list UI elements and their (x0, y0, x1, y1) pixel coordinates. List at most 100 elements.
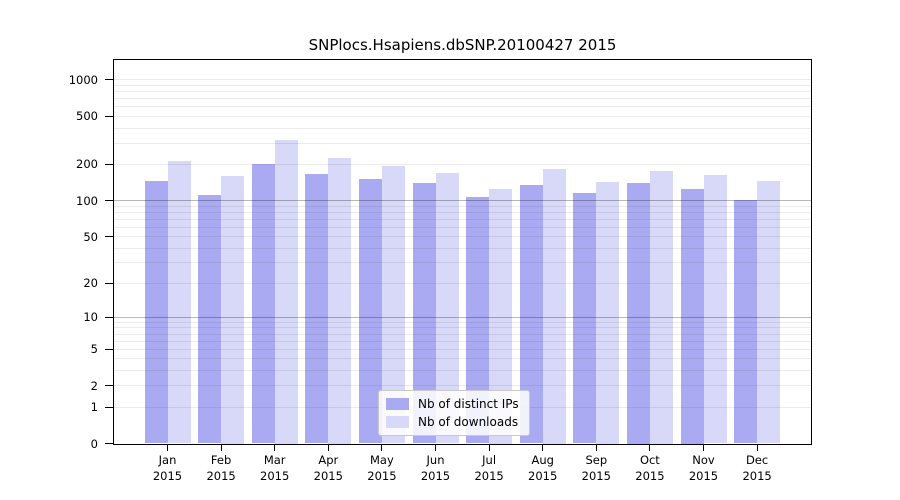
x-tick-label: Aug 2015 (511, 452, 575, 484)
x-axis-tick (167, 445, 168, 451)
x-tick-label: Mar 2015 (243, 452, 307, 484)
x-tick-label-month: Aug (531, 453, 554, 467)
legend: Nb of distinct IPs Nb of downloads (378, 390, 530, 436)
x-tick-label-month: Feb (210, 453, 232, 467)
y-axis-tick (105, 200, 114, 202)
legend-swatch-downloads-icon (386, 416, 409, 428)
gridline-minor (114, 348, 811, 350)
bar-jun-downloads (435, 172, 459, 444)
x-tick-label-year: 2015 (635, 469, 665, 483)
gridline-minor (114, 84, 811, 86)
gridline-minor (114, 163, 811, 165)
y-axis-tick (105, 406, 114, 408)
x-tick-label-month: Sep (585, 453, 608, 467)
bar-may-distinct-ips (358, 178, 382, 444)
bar-jan-distinct-ips (144, 180, 168, 444)
x-tick-label-year: 2015 (742, 469, 772, 483)
gridline-minor (114, 79, 811, 81)
x-axis-tick (488, 445, 490, 451)
x-axis-tick (327, 445, 329, 451)
x-axis-tick (542, 445, 544, 451)
gridline-minor (114, 115, 811, 117)
gridline-minor (114, 385, 811, 387)
gridline-minor (114, 358, 811, 360)
bar-aug-downloads (542, 169, 566, 444)
gridline-minor (114, 236, 811, 237)
x-tick-label: Nov 2015 (672, 452, 736, 484)
legend-item-distinct-ips: Nb of distinct IPs (386, 397, 519, 411)
y-tick-label: 20 (83, 276, 98, 291)
x-axis-tick (381, 445, 383, 451)
bar-feb-downloads (221, 176, 245, 444)
bar-sep-downloads (596, 181, 620, 444)
bar-may-downloads (381, 166, 405, 444)
bar-jan-downloads (167, 161, 191, 444)
bar-aug-distinct-ips (519, 184, 543, 444)
x-tick-label-year: 2015 (206, 469, 236, 483)
x-axis-tick (649, 445, 651, 451)
x-tick-label-year: 2015 (152, 469, 183, 483)
x-axis-tick (703, 445, 704, 451)
x-tick-label: Jul 2015 (457, 452, 521, 484)
y-tick-label: 0 (90, 436, 98, 451)
y-tick-label: 2 (90, 378, 98, 393)
gridline-major (114, 316, 811, 318)
x-axis-tick (756, 445, 758, 451)
gridline-minor (114, 211, 811, 213)
y-axis-tick (105, 236, 114, 237)
y-tick-label: 50 (83, 229, 98, 244)
bar-apr-downloads (328, 157, 352, 444)
x-axis-tick (274, 445, 276, 451)
y-tick-label: 5 (90, 342, 98, 357)
bar-apr-distinct-ips (305, 174, 329, 444)
x-tick-label-month: Mar (263, 453, 286, 467)
x-tick-label-month: May (370, 453, 394, 467)
x-tick-label-month: Apr (318, 453, 339, 467)
bar-oct-downloads (649, 171, 673, 444)
x-tick-label: Sep 2015 (564, 452, 628, 484)
x-tick-label-year: 2015 (260, 469, 290, 483)
bar-jul-distinct-ips (466, 196, 490, 444)
x-tick-label: Jun 2015 (404, 452, 468, 484)
y-tick-label: 1000 (68, 72, 98, 87)
y-axis-tick (105, 443, 114, 444)
x-tick-label: Jan 2015 (136, 452, 200, 484)
x-tick-label-year: 2015 (688, 469, 719, 483)
x-tick-label: May 2015 (350, 452, 414, 484)
legend-label-downloads: Nb of downloads (418, 415, 519, 429)
legend-swatch-distinct-ips-icon (386, 398, 409, 410)
x-tick-label-year: 2015 (474, 469, 504, 483)
x-tick-label-month: Jun (426, 453, 445, 467)
gridline-minor (114, 98, 811, 100)
y-tick-label: 100 (76, 193, 98, 208)
x-tick-label-month: Nov (692, 453, 715, 467)
y-axis-tick (105, 348, 114, 350)
legend-item-downloads: Nb of downloads (386, 415, 519, 429)
gridline-minor (114, 282, 811, 284)
bar-sep-distinct-ips (573, 193, 597, 444)
x-tick-label-year: 2015 (313, 469, 343, 483)
gridline-minor (114, 370, 811, 371)
gridline-minor (114, 340, 811, 342)
gridline-minor (114, 226, 811, 228)
bar-mar-distinct-ips (251, 163, 275, 444)
x-tick-label: Feb 2015 (189, 452, 253, 484)
gridline-minor (114, 333, 811, 335)
gridline-minor (114, 247, 811, 249)
plot-area: Nb of distinct IPs Nb of downloads (113, 59, 812, 445)
x-tick-label-month: Dec (745, 453, 769, 467)
gridline-minor (114, 142, 811, 144)
y-tick-label: 10 (83, 310, 98, 325)
x-tick-label-month: Jul (482, 453, 497, 467)
bar-dec-distinct-ips (734, 200, 758, 444)
y-axis-tick (105, 316, 114, 318)
gridline-minor (114, 321, 811, 323)
bar-dec-downloads (757, 180, 781, 444)
x-tick-label-year: 2015 (528, 469, 558, 483)
x-tick-label-month: Oct (639, 453, 660, 467)
bar-oct-distinct-ips (626, 183, 650, 444)
x-tick-label-month: Jan (158, 453, 177, 467)
bar-jul-downloads (489, 188, 513, 444)
y-axis-tick (105, 115, 114, 117)
